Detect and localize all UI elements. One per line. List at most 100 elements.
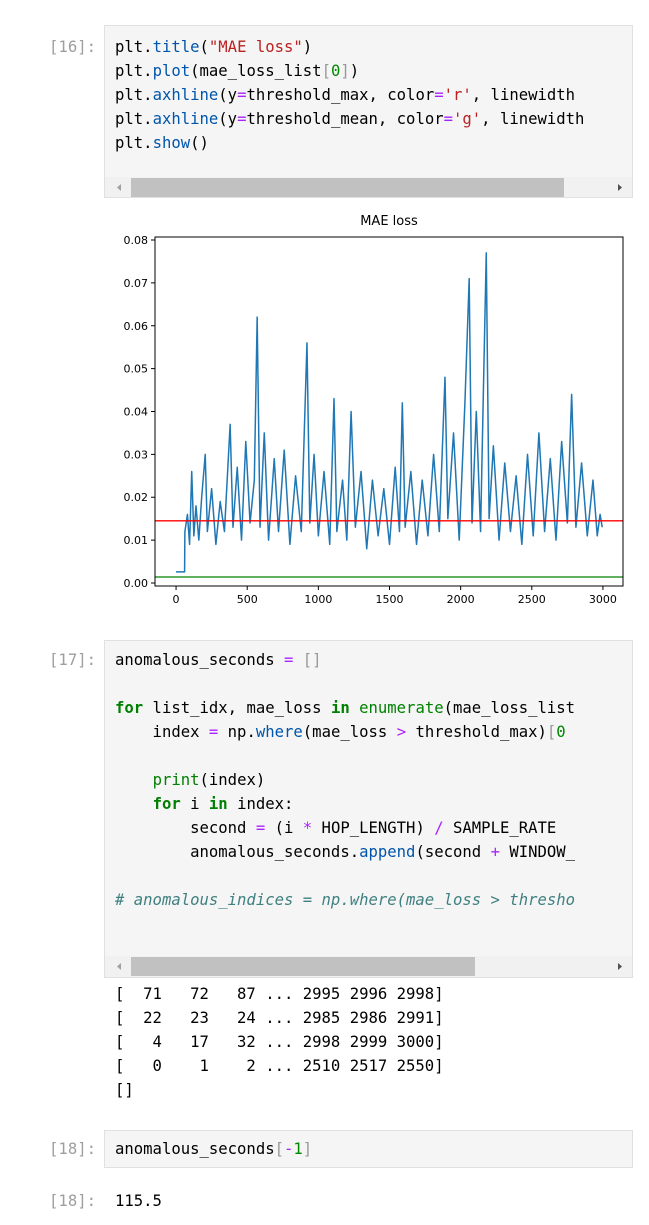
code-token: index	[115, 723, 209, 741]
code-token: # anomalous_indices = np.where(mae_loss …	[115, 891, 576, 909]
code-token: 0	[556, 723, 566, 741]
code-token	[115, 795, 153, 813]
x-tick-label: 2500	[518, 593, 546, 606]
chart: MAE loss 0.00 0.01 0.02 0.03 0.04 0.05 0.06 0.07…	[124, 214, 624, 606]
code-token: =	[237, 86, 247, 104]
code-token: 'r'	[443, 86, 472, 104]
code-line: plt.axhline(y=threshold_mean, color='g',…	[115, 107, 584, 131]
scroll-thumb	[131, 178, 564, 197]
code-token: plt.	[115, 110, 153, 128]
code-token: print	[152, 771, 200, 789]
code-token: [	[321, 62, 331, 80]
y-tick-label: 0.00	[124, 577, 149, 590]
code-token: np.	[218, 723, 256, 741]
code-token: [	[274, 1140, 284, 1158]
y-tick-label: 0.08	[124, 234, 149, 247]
code-line: plt.show()	[115, 131, 209, 155]
y-tick-label: 0.03	[124, 448, 149, 461]
code-token: +	[490, 843, 500, 861]
code-token	[115, 771, 153, 789]
arrow-right	[618, 963, 622, 970]
y-tick-label: 0.05	[124, 363, 149, 376]
y-tick-label: 0.06	[124, 320, 149, 333]
input-prompt: [18]:	[49, 1140, 96, 1158]
code-token: plt.	[115, 134, 153, 152]
code-token: (mae_loss_list	[443, 699, 576, 717]
code-line: for list_idx, mae_loss in enumerate(mae_…	[115, 696, 575, 720]
code-token: where	[255, 723, 303, 741]
code-token: threshold_mean, color	[246, 110, 444, 128]
scroll-thumb	[131, 957, 475, 976]
code-token: (	[199, 38, 209, 56]
code-token: plt.	[115, 62, 153, 80]
code-token: plt.	[115, 38, 153, 56]
data-line	[176, 252, 603, 573]
code-token: anomalous_seconds	[115, 1140, 275, 1158]
code-token: *	[302, 819, 313, 837]
x-tick-label: 3000	[589, 593, 617, 606]
plot-frame	[154, 236, 624, 587]
code-token: anomalous_seconds	[115, 651, 284, 669]
code-token: ]	[302, 1140, 313, 1158]
code-token: anomalous_seconds.	[115, 843, 360, 861]
code-token: =	[237, 110, 247, 128]
output-prompt: [18]:	[49, 1192, 96, 1210]
code-token: (mae_loss_list	[190, 62, 322, 80]
code-line: # anomalous_indices = np.where(mae_loss …	[115, 888, 575, 912]
code-token: )	[349, 62, 360, 80]
code-token: for	[115, 699, 144, 717]
code-token: (i	[265, 819, 303, 837]
code-line: for i in index:	[115, 792, 294, 816]
code-cell: anomalous_seconds[-1]	[104, 1130, 633, 1168]
code-token: )	[302, 38, 313, 56]
y-tick-label: 0.01	[124, 534, 149, 547]
code-token: ()	[190, 134, 209, 152]
code-token: "MAE loss"	[208, 38, 303, 56]
code-token: second	[115, 819, 256, 837]
code-token: 1	[293, 1140, 303, 1158]
code-line: index = np.where(mae_loss > threshold_ma…	[115, 720, 566, 744]
code-token: =	[284, 651, 294, 669]
code-token: 'g'	[453, 110, 482, 128]
scrollbar	[105, 177, 632, 197]
y-tick-label: 0.02	[124, 491, 149, 504]
output-line: [ 4 17 32 ... 2998 2999 3000]	[115, 1033, 444, 1051]
code-token: =	[255, 819, 266, 837]
code-token	[350, 699, 359, 717]
code-token: (second	[415, 843, 491, 861]
scroll-arrows	[117, 184, 622, 191]
code-line: second = (i * HOP_LENGTH) / SAMPLE_RATE	[115, 816, 556, 840]
output-line: 115.5	[115, 1192, 162, 1210]
code-line: plt.axhline(y=threshold_max, color='r', …	[115, 83, 575, 107]
arrow-right	[618, 184, 622, 191]
code-token: =	[208, 723, 219, 741]
code-token: , linewidth	[481, 110, 585, 128]
input-prompt: [16]:	[49, 38, 96, 56]
code-token: WINDOW_	[499, 843, 576, 861]
code-token: [	[546, 723, 557, 741]
code-token: axhline	[152, 110, 219, 128]
code-token: plt.	[115, 86, 153, 104]
code-token: (y	[218, 86, 238, 104]
code-token: (y	[218, 110, 238, 128]
code-token: enumerate	[359, 699, 444, 717]
code-line: anomalous_seconds.append(second + WINDOW…	[115, 840, 575, 864]
x-tick-label: 1000	[304, 593, 332, 606]
scrollbar	[105, 956, 632, 977]
code-token: /	[434, 819, 444, 837]
y-tick-label: 0.04	[124, 406, 149, 419]
code-token: HOP_LENGTH)	[312, 819, 435, 837]
code-token: in	[208, 795, 228, 813]
code-token	[293, 651, 302, 669]
code-token: threshold_max)	[406, 723, 547, 741]
code-token: , linewidth	[471, 86, 576, 104]
chart-title: MAE loss	[360, 214, 418, 229]
code-token: threshold_max, color	[246, 86, 435, 104]
code-token: SAMPLE_RATE	[443, 819, 557, 837]
code-line: anomalous_seconds = []	[115, 648, 322, 672]
code-token: =	[434, 86, 444, 104]
code-token: show	[152, 134, 191, 152]
code-token: plot	[152, 62, 191, 80]
output-line: [ 71 72 87 ... 2995 2996 2998]	[115, 985, 444, 1003]
